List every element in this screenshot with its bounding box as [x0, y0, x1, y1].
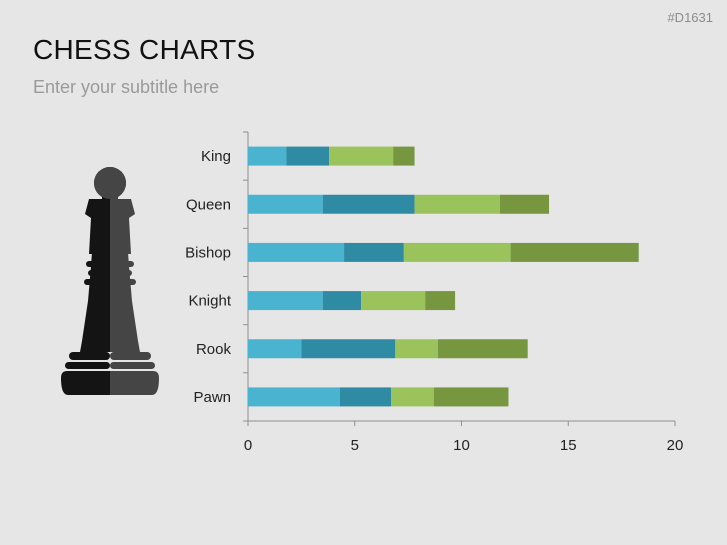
bar-segment [433, 387, 509, 407]
bar-segment [393, 146, 415, 166]
bar-segment [248, 291, 323, 311]
bar-segment [425, 291, 456, 311]
bar-segment [329, 146, 394, 166]
bar-segment [322, 194, 415, 214]
bar-segment [248, 146, 287, 166]
x-tick-label: 20 [667, 437, 684, 454]
bar-segment [286, 146, 330, 166]
category-label: Bishop [185, 244, 231, 261]
x-tick-label: 15 [560, 437, 577, 454]
slide-id: #D1631 [667, 10, 713, 25]
bar-segment [248, 242, 345, 262]
bar-segment [322, 291, 362, 311]
bar-segment [403, 242, 511, 262]
slide-title: CHESS CHARTS [33, 34, 256, 65]
x-tick-label: 0 [244, 437, 252, 454]
chess-king-icon [61, 167, 159, 395]
king-left-half [61, 167, 126, 395]
bar-segment [414, 194, 500, 214]
category-label: Rook [196, 341, 232, 358]
bar-segment [395, 339, 439, 359]
category-label: Pawn [193, 389, 231, 406]
bar-segment [248, 194, 323, 214]
bar-segment [339, 387, 392, 407]
bar-segment [361, 291, 426, 311]
bar-segment [391, 387, 434, 407]
x-tick-label: 10 [453, 437, 470, 454]
slide-subtitle: Enter your subtitle here [33, 77, 220, 97]
bar-segment [344, 242, 404, 262]
category-label: Queen [186, 196, 231, 213]
category-label: King [201, 148, 231, 165]
bar-segment [248, 339, 302, 359]
bar-segment [499, 194, 550, 214]
king-right-half [94, 167, 159, 395]
x-tick-label: 5 [351, 437, 359, 454]
bar-segment [301, 339, 396, 359]
category-label: Knight [188, 293, 231, 310]
bar-segment [248, 387, 340, 407]
bar-segment [510, 242, 639, 262]
bar-segment [438, 339, 528, 359]
